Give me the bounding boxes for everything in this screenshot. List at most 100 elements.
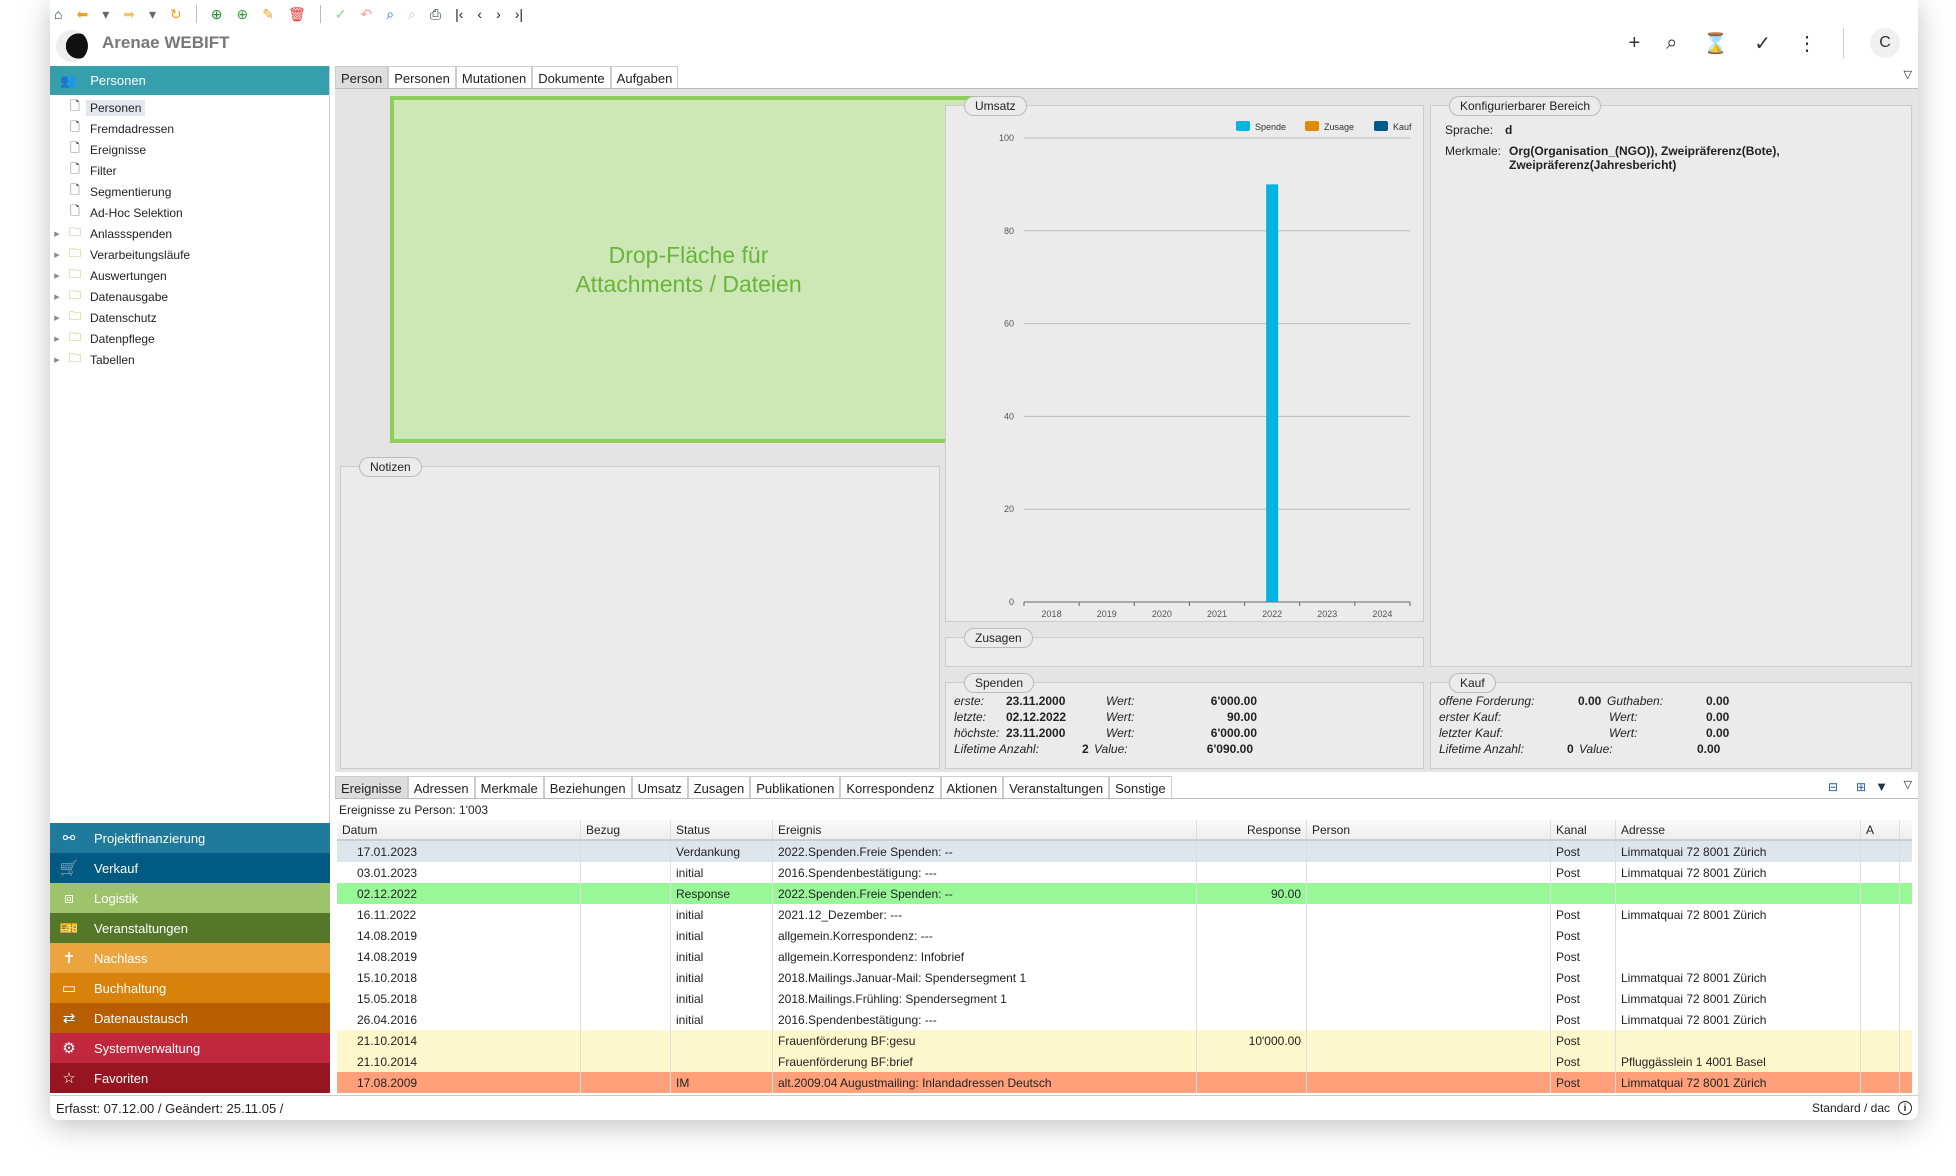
add-icon[interactable]: ⊕ bbox=[210, 5, 223, 22]
sidebar-item-segmentierung[interactable]: 🗋 Segmentierung bbox=[50, 181, 329, 202]
sidebar-item-anlassspenden[interactable]: ▶ 🗀 Anlassspenden bbox=[50, 223, 329, 244]
tab-adressen[interactable]: Adressen bbox=[407, 776, 475, 798]
edit-icon[interactable]: ✎ bbox=[262, 5, 274, 22]
sidebar-item-tabellen[interactable]: ▶ 🗀 Tabellen bbox=[50, 349, 329, 370]
sidebar-item-filter[interactable]: 🗋 Filter bbox=[50, 160, 329, 181]
sidebar-item-personen[interactable]: 🗋 Personen bbox=[50, 97, 329, 118]
nav-item-veranstaltungen[interactable]: 🎫 Veranstaltungen bbox=[50, 913, 330, 943]
info-icon[interactable]: i bbox=[1898, 1101, 1912, 1115]
divider bbox=[1843, 28, 1844, 58]
nav-item-buchhaltung[interactable]: ▭ Buchhaltung bbox=[50, 973, 330, 1003]
nav-item-datenaustausch[interactable]: ⇄ Datenaustausch bbox=[50, 1003, 330, 1033]
merkmale-value: Zweipräferenz(Jahresbericht) bbox=[1509, 158, 1677, 172]
tab-veranstaltungen[interactable]: Veranstaltungen bbox=[1003, 776, 1110, 798]
avatar[interactable]: C bbox=[1870, 28, 1900, 58]
column-header-adresse[interactable]: Adresse bbox=[1616, 820, 1861, 839]
table-row[interactable]: 14.08.2019 initial allgemein.Korrespondenz… bbox=[337, 946, 1912, 967]
delete-icon[interactable]: 🗑 bbox=[287, 5, 306, 22]
expand-all-icon[interactable]: ⊞ bbox=[1855, 780, 1866, 794]
nav-item-nachlass[interactable]: ✝ Nachlass bbox=[50, 943, 330, 973]
column-header-bezug[interactable]: Bezug bbox=[581, 820, 671, 839]
nav-item-logistik[interactable]: ⧈ Logistik bbox=[50, 883, 330, 913]
sidebar-item-ad-hoc-selektion[interactable]: 🗋 Ad-Hoc Selektion bbox=[50, 202, 329, 223]
table-row[interactable]: 17.08.2009 IM alt.2009.04 Augustmailing: I… bbox=[337, 1072, 1912, 1093]
undo-icon[interactable]: ↶ bbox=[360, 5, 373, 22]
refresh-icon[interactable]: ↻ bbox=[170, 5, 182, 22]
notizen-panel[interactable]: Notizen bbox=[340, 457, 940, 769]
back-icon[interactable]: ⬅ bbox=[76, 5, 89, 22]
tab-ereignisse[interactable]: Ereignisse bbox=[335, 776, 408, 798]
add-copy-icon[interactable]: ⊕ bbox=[236, 5, 249, 22]
tab-dokumente[interactable]: Dokumente bbox=[532, 66, 611, 88]
sidebar-item-datenschutz[interactable]: ▶ 🗀 Datenschutz bbox=[50, 307, 329, 328]
last-icon[interactable]: ›| bbox=[514, 6, 524, 22]
table-row[interactable]: 03.01.2023 initial 2016.Spendenbestätigung… bbox=[337, 862, 1912, 883]
tab-aktionen[interactable]: Aktionen bbox=[940, 776, 1004, 798]
cell-person bbox=[1307, 883, 1551, 904]
nav-item-systemverwaltung[interactable]: ⚙ Systemverwaltung bbox=[50, 1033, 330, 1063]
table-row[interactable]: 21.10.2014 Frauenförderung BF:gesu 10'000.… bbox=[337, 1030, 1912, 1051]
forward-icon[interactable]: ➡ bbox=[123, 5, 135, 22]
collapse-triangle-icon[interactable]: ▽ bbox=[1903, 69, 1912, 81]
tab-umsatz[interactable]: Umsatz bbox=[631, 776, 688, 798]
column-header-status[interactable]: Status bbox=[671, 820, 773, 839]
search-disabled-icon[interactable]: ⌕ bbox=[408, 5, 416, 22]
table-row[interactable]: 15.05.2018 initial 2018.Mailings.Frühling:… bbox=[337, 988, 1912, 1009]
plus-icon[interactable]: + bbox=[1628, 31, 1641, 54]
table-row[interactable]: 16.11.2022 initial 2021.12_Dezember: --- Po… bbox=[337, 904, 1912, 925]
table-row[interactable]: 15.10.2018 initial 2018.Mailings.Januar-Ma… bbox=[337, 967, 1912, 988]
collapse-all-icon[interactable]: ⊟ bbox=[1827, 780, 1838, 794]
sidebar-item-ereignisse[interactable]: 🗋 Ereignisse bbox=[50, 139, 329, 160]
tab-aufgaben[interactable]: Aufgaben bbox=[610, 66, 679, 88]
prev-icon[interactable]: ‹ bbox=[477, 6, 483, 22]
cell-status: initial bbox=[671, 1009, 773, 1030]
column-header-kanal[interactable]: Kanal bbox=[1551, 820, 1616, 839]
table-row[interactable]: 21.10.2014 Frauenförderung BF:brief Post Pf… bbox=[337, 1051, 1912, 1072]
nav-item-projektfinanzierung[interactable]: ⚯ Projektfinanzierung bbox=[50, 823, 330, 853]
first-icon[interactable]: |‹ bbox=[455, 6, 464, 22]
column-header-ereignis[interactable]: Ereignis bbox=[773, 820, 1197, 839]
sidebar-header-personen[interactable]: 👥 Personen bbox=[50, 66, 329, 95]
more-icon[interactable]: ⋮ bbox=[1797, 32, 1817, 55]
sidebar-item-datenpflege[interactable]: ▶ 🗀 Datenpflege bbox=[50, 328, 329, 349]
tab-sonstige[interactable]: Sonstige bbox=[1109, 776, 1172, 798]
nav-item-verkauf[interactable]: 🛒 Verkauf bbox=[50, 853, 330, 883]
drop-zone[interactable]: Drop-Fläche für Attachments / Dateien bbox=[390, 96, 987, 443]
status-right: Standard / dac bbox=[1811, 1101, 1890, 1115]
tab-merkmale[interactable]: Merkmale bbox=[474, 776, 544, 798]
hourglass-icon[interactable]: ⌛ bbox=[1703, 32, 1729, 55]
home-icon[interactable]: ⌂ bbox=[54, 6, 63, 22]
dropdown-icon[interactable]: ▾ bbox=[102, 5, 110, 22]
tab-zusagen[interactable]: Zusagen bbox=[687, 776, 751, 798]
label: letzte: bbox=[954, 710, 987, 724]
dropdown-icon[interactable]: ▾ bbox=[148, 5, 156, 22]
tab-beziehungen[interactable]: Beziehungen bbox=[543, 776, 632, 798]
collapse-triangle-icon[interactable]: ▽ bbox=[1903, 779, 1912, 791]
table-row[interactable]: 02.12.2022 Response 2022.Spenden.Freie Spe… bbox=[337, 883, 1912, 904]
check-circle-icon[interactable]: ✓ bbox=[1754, 32, 1771, 55]
column-header-a[interactable]: A bbox=[1861, 820, 1900, 839]
confirm-icon[interactable]: ✓ bbox=[334, 5, 347, 22]
filter-icon[interactable]: ▼ bbox=[1875, 779, 1888, 794]
sidebar-item-verarbeitungsl-ufe[interactable]: ▶ 🗀 Verarbeitungsläufe bbox=[50, 244, 329, 265]
column-header-person[interactable]: Person bbox=[1307, 820, 1551, 839]
search-icon[interactable]: ⌕ bbox=[386, 5, 395, 22]
column-header-response[interactable]: Response bbox=[1197, 820, 1307, 839]
tab-korrespondenz[interactable]: Korrespondenz bbox=[840, 776, 941, 798]
tab-mutationen[interactable]: Mutationen bbox=[455, 66, 533, 88]
table-row[interactable]: 26.04.2016 initial 2016.Spendenbestätigung… bbox=[337, 1009, 1912, 1030]
table-row[interactable]: 17.01.2023 Verdankung 2022.Spenden.Freie S… bbox=[337, 841, 1912, 862]
tab-person[interactable]: Person bbox=[335, 66, 389, 88]
sidebar-item-auswertungen[interactable]: ▶ 🗀 Auswertungen bbox=[50, 265, 329, 286]
print-icon[interactable]: ⎙ bbox=[429, 5, 442, 22]
search-icon[interactable]: ⌕ bbox=[1666, 31, 1678, 54]
sidebar-item-datenausgabe[interactable]: ▶ 🗀 Datenausgabe bbox=[50, 286, 329, 307]
column-header-datum[interactable]: Datum bbox=[337, 820, 581, 839]
sidebar-item-fremdadressen[interactable]: 🗋 Fremdadressen bbox=[50, 118, 329, 139]
tab-publikationen[interactable]: Publikationen bbox=[750, 776, 841, 798]
nav-item-favoriten[interactable]: ☆ Favoriten bbox=[50, 1063, 330, 1093]
table-row[interactable]: 14.08.2019 initial allgemein.Korrespondenz… bbox=[337, 925, 1912, 946]
next-icon[interactable]: › bbox=[496, 6, 501, 22]
legend-swatch-kauf bbox=[1374, 121, 1388, 131]
tab-personen[interactable]: Personen bbox=[388, 66, 456, 88]
